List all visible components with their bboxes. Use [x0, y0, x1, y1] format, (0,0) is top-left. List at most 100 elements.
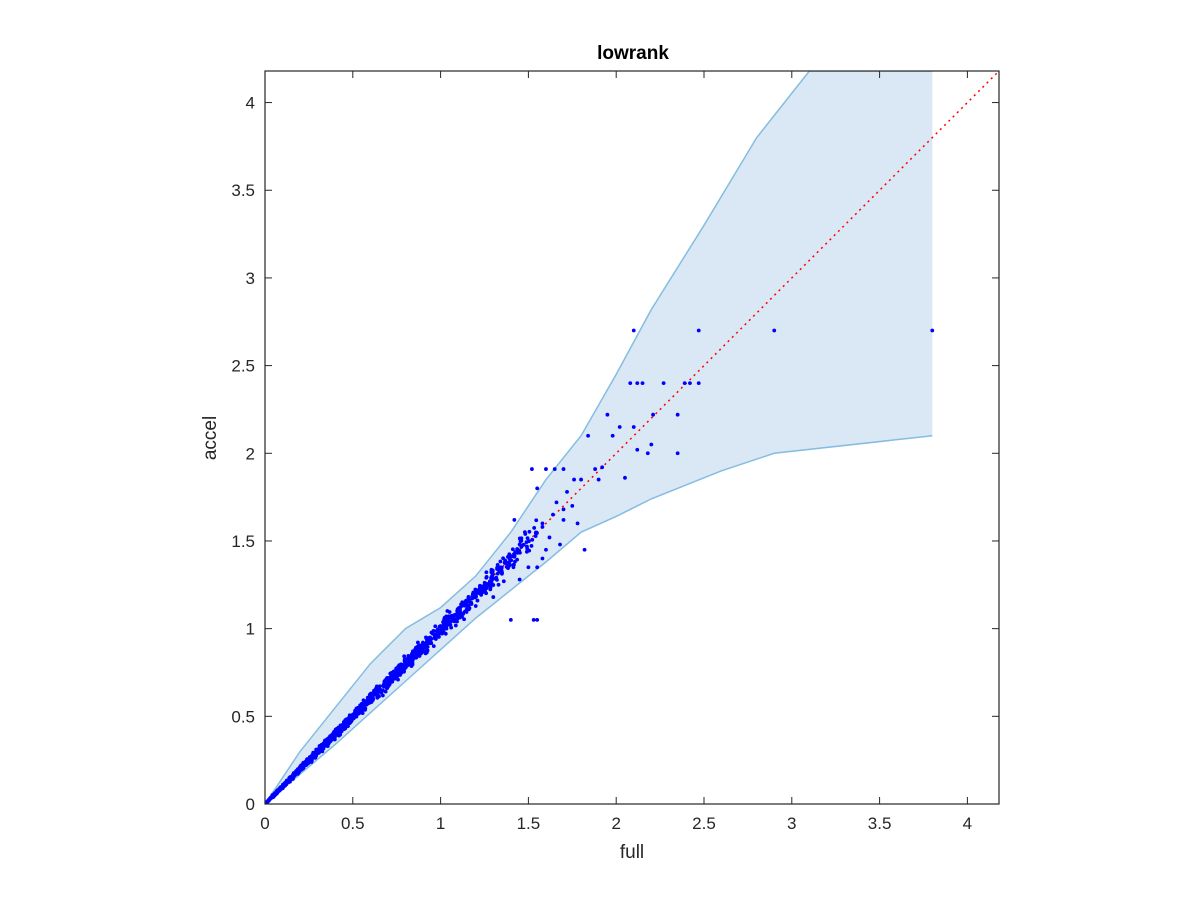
scatter-point [540, 521, 545, 526]
scatter-point [593, 467, 598, 471]
y-tick-label: 0.5 [231, 707, 255, 726]
scatter-point [579, 477, 583, 482]
scatter-point [466, 594, 471, 599]
scatter-point [394, 668, 398, 673]
scatter-point [498, 559, 503, 564]
scatter-point [393, 673, 398, 677]
scatter-point [532, 526, 537, 530]
scatter-point [517, 577, 522, 582]
scatter-point [586, 433, 591, 438]
scatter-point [575, 521, 580, 526]
x-tick-label: 3.5 [868, 814, 892, 833]
scatter-point [337, 733, 341, 738]
scatter-point [453, 623, 458, 628]
scatter-point [413, 650, 418, 655]
scatter-point [649, 442, 654, 447]
scatter-point [696, 328, 701, 333]
scatter-point [412, 656, 417, 660]
scatter-point [498, 567, 503, 572]
scatter-point [419, 648, 424, 653]
scatter-point [437, 635, 441, 639]
scatter-point [392, 676, 397, 681]
scatter-point [464, 607, 469, 612]
y-tick-label: 2 [246, 444, 255, 463]
scatter-point [523, 532, 528, 536]
plot-contents [265, 71, 999, 804]
scatter-point [371, 691, 376, 695]
y-tick-label: 1.5 [231, 532, 255, 551]
scatter-point [467, 598, 471, 603]
scatter-point [446, 615, 451, 620]
scatter-point [397, 663, 402, 668]
scatter-point [510, 547, 515, 552]
scatter-point [524, 540, 529, 545]
x-tick-label: 3 [787, 814, 796, 833]
scatter-point [478, 583, 482, 588]
scatter-point [287, 778, 292, 783]
scatter-point [547, 535, 552, 540]
scatter-point [661, 381, 666, 386]
scatter-point [361, 698, 366, 703]
scatter-point [675, 451, 680, 456]
scatter-point [272, 793, 276, 798]
scatter-point [530, 467, 534, 471]
x-tick-label: 4 [963, 814, 972, 833]
chart-title: lowrank [597, 43, 669, 64]
scatter-point [402, 654, 407, 659]
scatter-point [504, 564, 509, 569]
scatter-point [520, 543, 525, 548]
scatter-point [455, 613, 460, 618]
scatter-point [461, 603, 466, 608]
band-lower-edge [265, 435, 933, 804]
scatter-point [540, 525, 545, 529]
scatter-point [351, 712, 355, 717]
scatter-point [507, 557, 512, 561]
scatter-point [374, 684, 379, 689]
scatter-point [526, 565, 531, 570]
y-tick-label: 2.5 [231, 357, 255, 376]
scatter-point [494, 575, 499, 580]
x-axis-label: full [620, 842, 644, 863]
scatter-point [508, 617, 513, 622]
scatter-point [484, 570, 489, 575]
scatter-point [772, 328, 777, 333]
scatter-point [282, 781, 287, 786]
scatter-point [511, 565, 516, 570]
y-tick-label: 1 [246, 620, 255, 639]
scatter-point [405, 657, 409, 661]
scatter-point [338, 729, 342, 734]
scatter-point [435, 630, 440, 635]
y-tick-label: 3 [246, 269, 255, 288]
scatter-point [275, 789, 280, 794]
scatter-point [309, 757, 313, 762]
scatter-point [527, 529, 532, 534]
scatter-point [445, 622, 450, 627]
scatter-point [507, 562, 512, 567]
scatter-point [294, 769, 299, 773]
scatter-point [479, 588, 484, 593]
scatter-point [490, 570, 495, 575]
y-tick-label: 3.5 [231, 181, 255, 200]
scatter-point [628, 381, 633, 386]
scatter-point [531, 617, 536, 622]
scatter-point [375, 693, 379, 698]
scatter-point [631, 328, 636, 333]
x-tick-label: 0.5 [341, 814, 365, 833]
y-tick-label: 4 [246, 94, 255, 113]
scatter-point [462, 617, 466, 622]
scatter-point [432, 635, 437, 640]
x-tick-label: 2.5 [692, 814, 716, 833]
scatter-point [512, 518, 517, 522]
scatter-point [551, 512, 555, 517]
scatter-point [354, 714, 359, 719]
scatter-point [518, 550, 522, 555]
scatter-point [495, 565, 499, 570]
scatter-point [370, 698, 375, 703]
scatter-point [635, 447, 640, 452]
scatter-point [404, 664, 408, 669]
scatter-point [433, 624, 438, 629]
scatter-point [321, 744, 326, 748]
x-tick-label: 1.5 [517, 814, 541, 833]
scatter-point [535, 486, 540, 491]
